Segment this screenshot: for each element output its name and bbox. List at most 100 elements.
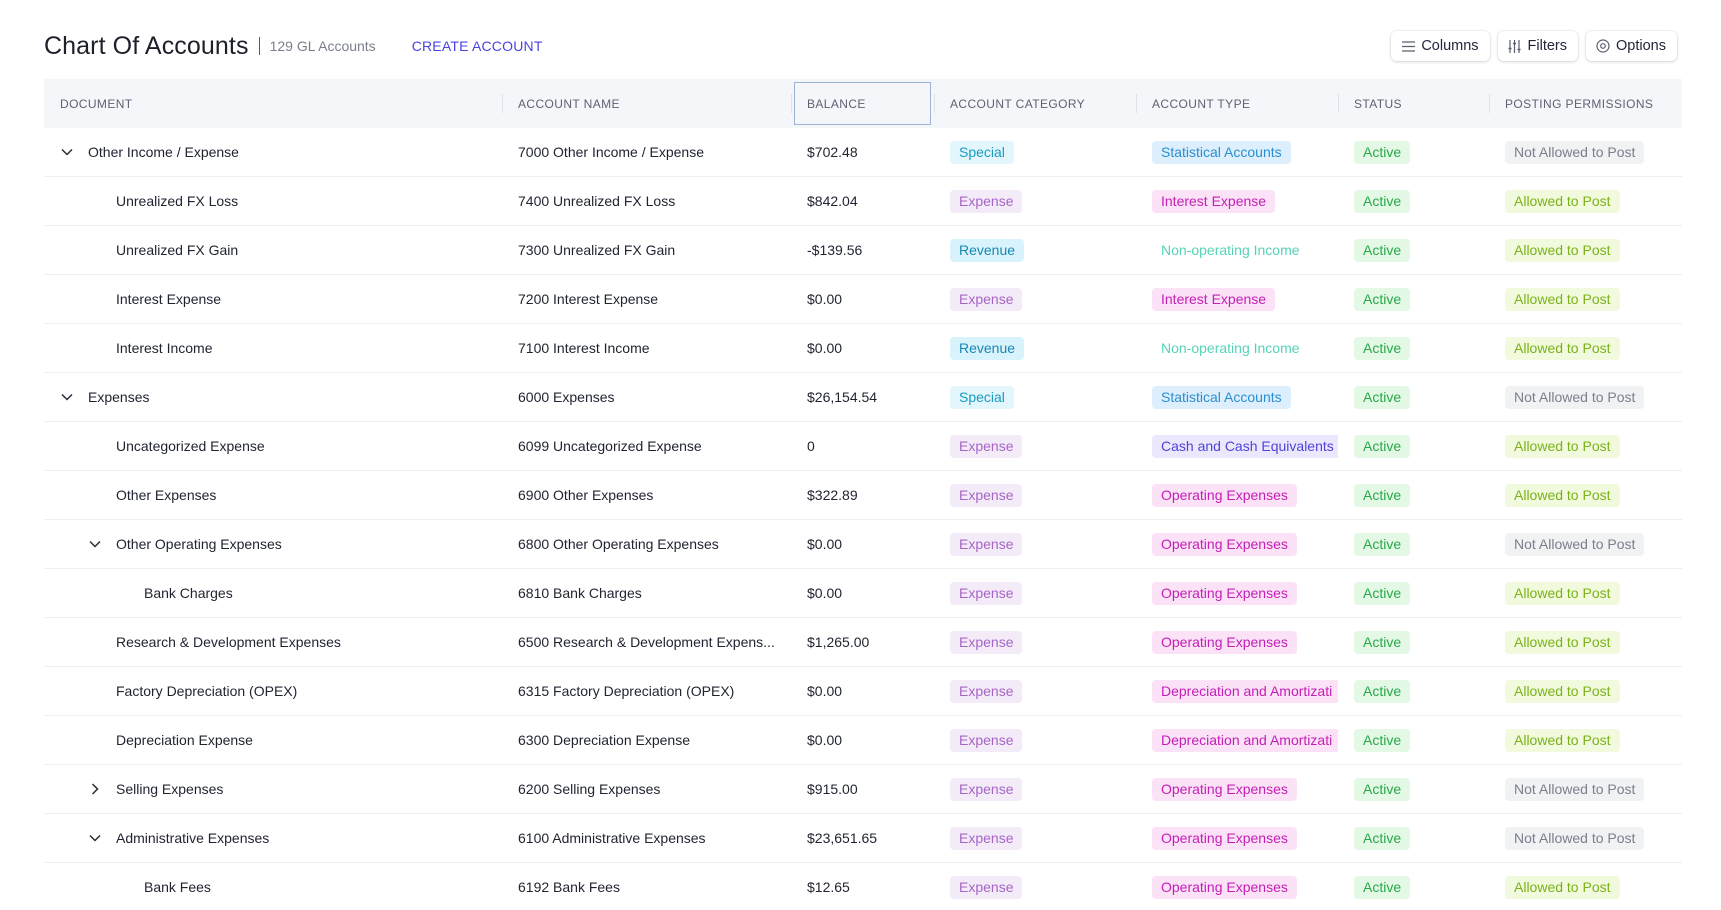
chevron-down-icon[interactable] [60,390,74,404]
account-name[interactable]: 6900 Other Expenses [518,487,654,503]
status-cell: Active [1338,862,1489,910]
account-name[interactable]: 6099 Uncategorized Expense [518,438,702,454]
table-row[interactable]: Depreciation Expense 6300 Depreciation Ex… [44,715,1682,765]
document-tree-node: Other Expenses [60,487,502,503]
posting-permission-cell: Not Allowed to Post [1489,372,1682,422]
table-row[interactable]: Other Operating Expenses 6800 Other Opera… [44,519,1682,569]
column-header-posting-permissions[interactable]: POSTING PERMISSIONS [1489,79,1682,128]
document-name[interactable]: Administrative Expenses [116,830,270,846]
columns-button[interactable]: Columns [1391,31,1490,61]
chevron-down-icon[interactable] [88,537,102,551]
document-tree-node: Depreciation Expense [60,732,502,748]
balance-value: $322.89 [807,487,858,503]
account-name[interactable]: 6800 Other Operating Expenses [518,536,719,552]
account-name[interactable]: 7400 Unrealized FX Loss [518,193,676,209]
document-cell: Other Operating Expenses [44,519,502,569]
create-account-button[interactable]: CREATE ACCOUNT [411,38,543,54]
document-name[interactable]: Factory Depreciation (OPEX) [116,683,298,699]
account-type-cell: Operating Expenses [1136,519,1338,569]
account-type-clip: Interest Expense [1152,287,1338,311]
account-category-cell: Expense [934,617,1136,667]
column-separator[interactable] [934,94,935,113]
category-badge: Revenue [950,336,1025,360]
account-name[interactable]: 6500 Research & Development Expens... [518,634,775,650]
table-row[interactable]: Administrative Expenses 6100 Administrati… [44,813,1682,863]
options-button[interactable]: Options [1586,31,1677,61]
document-name[interactable]: Interest Income [116,340,213,356]
balance-cell: -$139.56 [791,225,934,275]
filters-button[interactable]: Filters [1497,31,1579,61]
table-row[interactable]: Unrealized FX Gain 7300 Unrealized FX Gai… [44,225,1682,275]
table-row[interactable]: Research & Development Expenses 6500 Rese… [44,617,1682,667]
table-row[interactable]: Bank Fees 6192 Bank Fees $12.65 Expense Oper… [44,862,1682,910]
document-name[interactable]: Other Operating Expenses [116,536,282,552]
table-row[interactable]: Selling Expenses 6200 Selling Expenses $91… [44,764,1682,814]
column-header-document[interactable]: DOCUMENT [44,79,502,128]
column-separator[interactable] [791,94,792,113]
column-separator[interactable] [1489,94,1490,113]
document-name[interactable]: Unrealized FX Loss [116,193,239,209]
document-name[interactable]: Unrealized FX Gain [116,242,239,258]
table-row[interactable]: Other Expenses 6900 Other Expenses $322.89… [44,470,1682,520]
table-row[interactable]: Other Income / Expense 7000 Other Income … [44,128,1682,177]
account-name[interactable]: 6192 Bank Fees [518,879,620,895]
document-name[interactable]: Research & Development Expenses [116,634,341,650]
account-name[interactable]: 6000 Expenses [518,389,615,405]
document-tree-node: Selling Expenses [60,781,502,797]
account-type-cell: Statistical Accounts [1136,372,1338,422]
account-name[interactable]: 7200 Interest Expense [518,291,659,307]
table-header-row: DOCUMENT ACCOUNT NAME BALANCE ACCOUNT CA… [44,79,1682,128]
chevron-down-icon[interactable] [60,145,74,159]
column-header-label: BALANCE [807,96,866,111]
account-name-cell: 7300 Unrealized FX Gain [502,225,791,275]
account-name[interactable]: 6100 Administrative Expenses [518,830,706,846]
account-name[interactable]: 7000 Other Income / Expense [518,144,704,160]
document-name[interactable]: Other Expenses [116,487,217,503]
table-row[interactable]: Factory Depreciation (OPEX) 6315 Factory … [44,666,1682,716]
column-header-balance[interactable]: BALANCE [791,79,934,128]
table-row[interactable]: Unrealized FX Loss 7400 Unrealized FX Los… [44,176,1682,226]
document-name[interactable]: Depreciation Expense [116,732,253,748]
table-row[interactable]: Expenses 6000 Expenses $26,154.54 Special St… [44,372,1682,422]
column-header-status[interactable]: STATUS [1338,79,1489,128]
column-header-account-category[interactable]: ACCOUNT CATEGORY [934,79,1136,128]
account-name[interactable]: 6300 Depreciation Expense [518,732,691,748]
column-separator[interactable] [1338,94,1339,113]
document-name[interactable]: Bank Charges [144,585,233,601]
document-name[interactable]: Interest Expense [116,291,222,307]
account-name[interactable]: 7300 Unrealized FX Gain [518,242,676,258]
balance-value: $23,651.65 [807,830,878,846]
chevron-down-icon[interactable] [88,831,102,845]
column-header-account-type[interactable]: ACCOUNT TYPE [1136,79,1338,128]
account-type-badge: Depreciation and Amortizati [1152,728,1338,752]
document-name[interactable]: Bank Fees [144,879,211,895]
account-category-cell: Expense [934,176,1136,226]
account-type-badge: Operating Expenses [1152,777,1297,801]
posting-permission-cell: Allowed to Post [1489,862,1682,910]
account-type-badge: Depreciation and Amortizati [1152,679,1338,703]
table-row[interactable]: Bank Charges 6810 Bank Charges $0.00 Expens… [44,568,1682,618]
account-name[interactable]: 6315 Factory Depreciation (OPEX) [518,683,735,699]
category-badge: Expense [950,287,1023,311]
column-header-account-name[interactable]: ACCOUNT NAME [502,79,791,128]
table-row[interactable]: Interest Income 7100 Interest Income $0.00… [44,323,1682,373]
category-badge: Special [950,140,1014,164]
table-row[interactable]: Uncategorized Expense 6099 Uncategorized … [44,421,1682,471]
column-separator[interactable] [1136,94,1137,113]
posting-permission-badge: Not Allowed to Post [1505,777,1645,801]
document-name[interactable]: Other Income / Expense [88,144,239,160]
column-separator[interactable] [502,94,503,113]
table-row[interactable]: Interest Expense 7200 Interest Expense $0.… [44,274,1682,324]
account-type-badge: Operating Expenses [1152,630,1297,654]
balance-value: 0 [807,438,815,454]
category-badge: Expense [950,826,1023,850]
account-name[interactable]: 7100 Interest Income [518,340,650,356]
account-name[interactable]: 6810 Bank Charges [518,585,642,601]
posting-permission-badge: Allowed to Post [1505,287,1620,311]
document-name[interactable]: Selling Expenses [116,781,224,797]
document-name[interactable]: Uncategorized Expense [116,438,265,454]
chevron-right-icon[interactable] [88,782,102,796]
account-name[interactable]: 6200 Selling Expenses [518,781,661,797]
balance-value: $0.00 [807,683,843,699]
document-name[interactable]: Expenses [88,389,150,405]
